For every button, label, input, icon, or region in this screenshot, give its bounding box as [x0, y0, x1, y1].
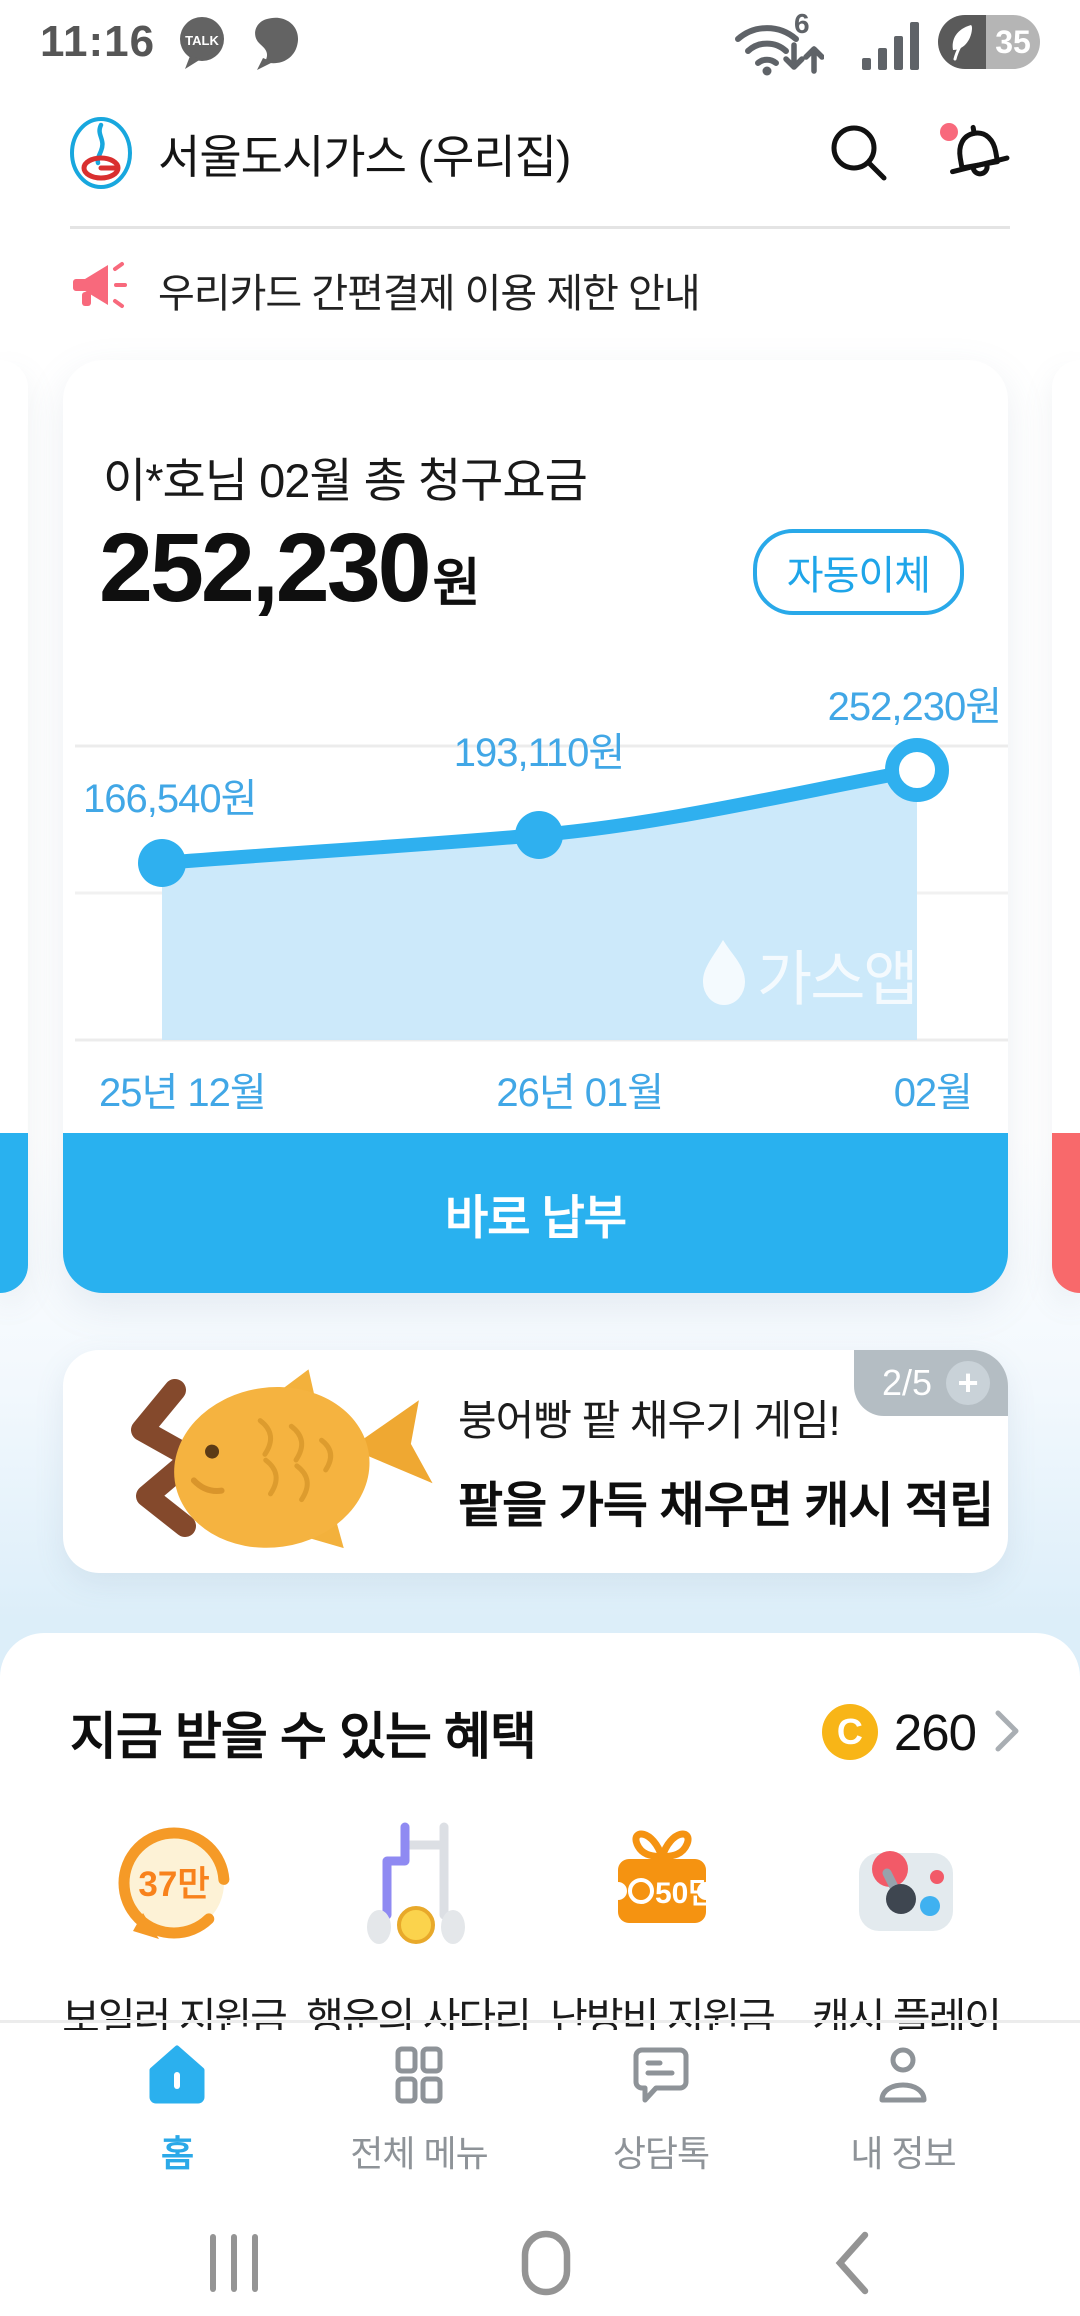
- cash-amount: 260: [893, 1703, 977, 1761]
- cash-coin-icon: C: [821, 1704, 878, 1760]
- data-point-feb: [885, 738, 949, 802]
- bottom-navigation: 홈 전체 메뉴 상담톡: [0, 2030, 1080, 2188]
- home-pill-icon: [521, 2230, 571, 2299]
- nav-label: 내 정보: [850, 2132, 956, 2174]
- kakaotalk-icon: TALK: [175, 14, 229, 70]
- app-header: 서울도시가스 (우리집): [0, 84, 1080, 224]
- status-bar: 11:16 TALK 6: [0, 0, 1080, 84]
- wifi6-icon: 6: [728, 7, 824, 77]
- home-button[interactable]: [521, 2230, 571, 2299]
- x-tick: 26년 01월: [496, 1071, 664, 1115]
- svg-text:37만: 37만: [138, 1865, 209, 1904]
- benefits-section: 지금 받을 수 있는 혜택 C 260 37만 보일러 지원금: [0, 1633, 1080, 2316]
- nav-label: 홈: [160, 2132, 194, 2174]
- page-title: 서울도시가스 (우리집): [158, 131, 571, 183]
- benefit-lucky-ladder[interactable]: 행운의 사다리: [296, 1815, 540, 2044]
- lucky-ladder-icon: [347, 1815, 489, 1960]
- seoul-city-gas-logo: [68, 113, 134, 196]
- battery-saver-icon: 35: [938, 15, 1040, 69]
- notifications-button[interactable]: [938, 119, 1012, 190]
- android-navigation-bar: [0, 2212, 1080, 2316]
- search-button[interactable]: [826, 120, 892, 189]
- svg-text:252,230원: 252,230원: [828, 685, 1001, 729]
- banner-counter: 2/5: [881, 1362, 932, 1403]
- svg-text:가스앱: 가스앱: [757, 946, 917, 1013]
- chat-bubble-icon: [249, 14, 301, 70]
- benefits-title: 지금 받을 수 있는 혜택: [70, 1708, 537, 1765]
- search-icon: [826, 120, 892, 189]
- bill-amount: 252,230: [99, 513, 432, 622]
- boiler-refund-icon: 37만: [103, 1815, 245, 1960]
- svg-text:TALK: TALK: [185, 33, 219, 48]
- bell-icon: [938, 119, 1012, 190]
- megaphone-icon: [70, 259, 132, 322]
- back-button[interactable]: [833, 2231, 871, 2298]
- clock: 11:16: [40, 17, 156, 66]
- nav-all-menu[interactable]: 전체 메뉴: [298, 2030, 540, 2188]
- heating-coupon-icon: 50만: [591, 1815, 733, 1960]
- autopay-badge: 자동이체: [752, 529, 964, 615]
- chat-talk-icon: [628, 2042, 694, 2111]
- banner-counter-badge[interactable]: 2/5 +: [853, 1350, 1008, 1416]
- recents-button[interactable]: [209, 2233, 259, 2296]
- recents-icon: [209, 2233, 259, 2296]
- bill-currency: 원: [432, 555, 481, 613]
- billing-line-chart: 가스앱 166,540원 193,110원 252,230원: [75, 685, 1008, 1042]
- banner-line1: 붕어빵 팥 채우기 게임!: [458, 1396, 840, 1444]
- bill-title: 이*호님 02월 총 청구요금: [103, 454, 588, 507]
- x-tick: 02월: [893, 1071, 973, 1115]
- signal-icon: [860, 12, 922, 72]
- svg-text:6: 6: [794, 8, 810, 39]
- leaf-icon: [938, 15, 986, 69]
- notice-text: 우리카드 간편결제 이용 제한 안내: [158, 272, 701, 316]
- svg-text:193,110원: 193,110원: [454, 731, 624, 775]
- plus-icon: +: [946, 1361, 990, 1405]
- notification-dot: [940, 122, 958, 141]
- home-icon: [144, 2042, 210, 2111]
- nav-chat[interactable]: 상담톡: [540, 2030, 782, 2188]
- menu-grid-icon: [386, 2042, 452, 2111]
- nav-my-info[interactable]: 내 정보: [782, 2030, 1024, 2188]
- benefit-boiler-refund[interactable]: 37만 보일러 지원금: [52, 1815, 296, 2044]
- data-point-jan: [515, 811, 563, 859]
- nav-label: 상담톡: [612, 2132, 710, 2174]
- cash-play-icon: [835, 1815, 977, 1960]
- nav-home[interactable]: 홈: [56, 2030, 298, 2188]
- x-tick: 25년 12월: [99, 1071, 267, 1115]
- bill-card: 이*호님 02월 총 청구요금 252,230 원 자동이체 가스앱 166,5…: [63, 360, 1008, 1293]
- svg-text:166,540원: 166,540원: [83, 777, 256, 821]
- back-icon: [833, 2231, 871, 2298]
- pay-now-button[interactable]: 바로 납부: [63, 1133, 1008, 1293]
- game-banner[interactable]: 2/5 + 붕어빵 팥 채우기 게임!: [63, 1350, 1008, 1573]
- data-point-dec: [138, 839, 186, 887]
- banner-line2: 팥을 가득 채우면 캐시 적립: [458, 1478, 994, 1533]
- chart-x-axis: 25년 12월 26년 01월 02월: [99, 1060, 973, 1118]
- benefit-heating-subsidy[interactable]: 50만 난방비 지원금: [540, 1815, 784, 2044]
- bungeoppang-image: [97, 1358, 442, 1570]
- next-card-edge[interactable]: [1052, 360, 1080, 1293]
- chevron-right-icon: [992, 1707, 1022, 1758]
- previous-card-edge[interactable]: [0, 360, 28, 1293]
- cash-balance-link[interactable]: C 260: [821, 1703, 1022, 1762]
- watermark: 가스앱: [703, 940, 919, 1013]
- header-divider: [70, 226, 1010, 229]
- notice-banner[interactable]: 우리카드 간편결제 이용 제한 안내: [70, 248, 1010, 332]
- nav-label: 전체 메뉴: [350, 2132, 488, 2174]
- svg-text:50만: 50만: [655, 1877, 716, 1910]
- profile-icon: [870, 2042, 936, 2111]
- benefit-cash-play[interactable]: 캐시 플레이: [784, 1815, 1028, 2044]
- battery-percent: 35: [986, 15, 1040, 69]
- nav-divider: [0, 2020, 1080, 2023]
